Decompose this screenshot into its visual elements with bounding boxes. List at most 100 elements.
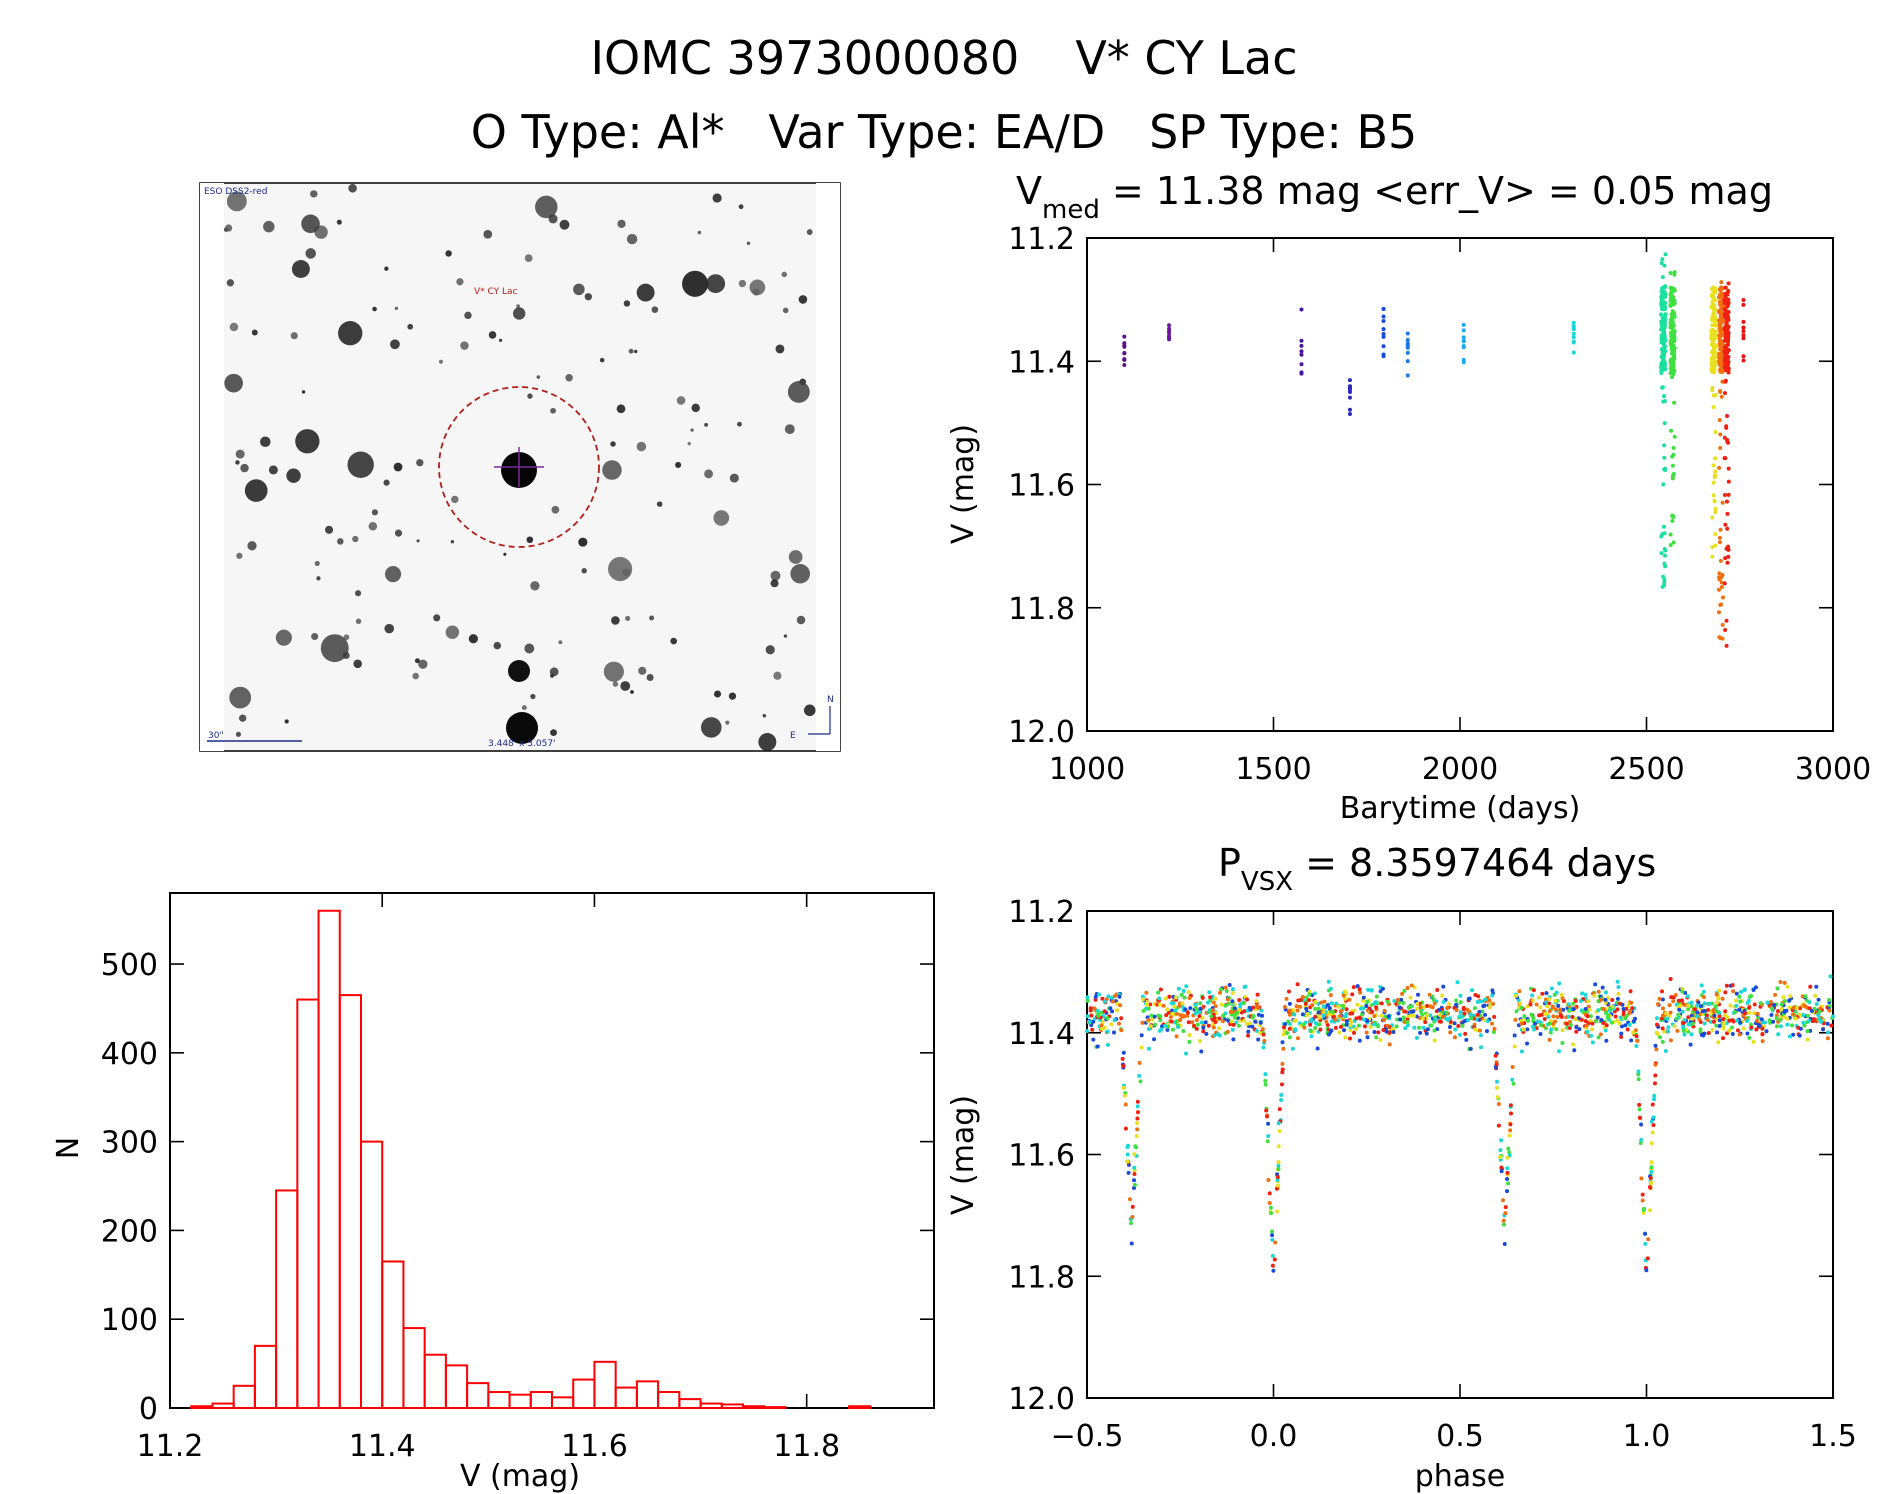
hist-y-tick-label: 100	[101, 1303, 158, 1338]
lc-point	[1711, 463, 1716, 468]
lc-point	[1726, 289, 1731, 294]
finder-star	[646, 674, 654, 682]
ph-point	[1261, 1032, 1266, 1037]
ph-point	[1102, 1009, 1107, 1014]
ph-point	[1361, 1017, 1366, 1022]
ph-point	[1409, 1009, 1414, 1014]
ph-point	[1264, 1108, 1269, 1113]
ph-point	[1421, 1005, 1426, 1010]
ph-point	[1601, 1020, 1606, 1025]
ph-point	[1677, 1007, 1682, 1012]
finder-star	[247, 541, 257, 551]
ph-point	[1414, 1006, 1419, 1011]
finder-star	[798, 295, 808, 304]
ph-point	[1440, 993, 1445, 998]
ph-point	[1648, 1208, 1653, 1213]
ph-point	[1558, 1013, 1563, 1018]
ph-point	[1105, 1016, 1110, 1021]
ph-point	[1364, 1030, 1369, 1035]
ph-point	[1730, 983, 1735, 988]
ph-point	[1210, 1008, 1215, 1013]
ph-point	[1473, 993, 1478, 998]
ph-point	[1403, 1009, 1408, 1014]
ph-point	[1423, 1020, 1428, 1025]
ph-point	[1586, 1004, 1591, 1009]
finder-star	[783, 634, 788, 638]
finder-star	[460, 341, 469, 350]
lc-point	[1167, 323, 1172, 328]
lc-point	[1671, 515, 1676, 520]
ph-point	[1441, 999, 1446, 1004]
ph-point	[1226, 1001, 1231, 1006]
lc-point	[1672, 434, 1677, 439]
ph-point	[1127, 1197, 1132, 1202]
ph-point	[1724, 983, 1729, 988]
ph-point	[1771, 1019, 1776, 1024]
ph-point	[1554, 1027, 1559, 1032]
ph-point	[1664, 1011, 1669, 1016]
ph-point	[1500, 1198, 1505, 1203]
ph-point	[1334, 1001, 1339, 1006]
lc-point	[1405, 359, 1410, 364]
ph-point	[1125, 1152, 1130, 1157]
ph-point	[1616, 984, 1621, 989]
ph-point	[1625, 1027, 1630, 1032]
ph-point	[1156, 990, 1161, 995]
lc-point	[1661, 399, 1666, 404]
finder-star	[530, 581, 540, 591]
ph-point	[1805, 1037, 1810, 1042]
ph-point	[1286, 989, 1291, 994]
ph-point	[1348, 1023, 1353, 1028]
ph-point	[1631, 1030, 1636, 1035]
hist-bar	[423, 1353, 447, 1409]
lc-point	[1710, 300, 1715, 305]
finder-star	[728, 692, 737, 700]
lc-point	[1724, 356, 1729, 361]
ph-point	[1287, 1035, 1292, 1040]
ph-point	[1547, 997, 1552, 1002]
lc-point	[1405, 373, 1410, 378]
ph-point	[1785, 984, 1790, 989]
ph-point	[1827, 997, 1832, 1002]
lc-point	[1461, 357, 1466, 362]
ph-point	[1539, 1012, 1544, 1017]
ph-point	[1091, 1037, 1096, 1042]
ph-point	[1279, 1082, 1284, 1087]
ph-point	[1205, 1000, 1210, 1005]
ph-point	[1490, 988, 1495, 993]
ph-point	[1114, 1008, 1119, 1013]
ph-point	[1745, 1031, 1750, 1036]
lc-point	[1122, 362, 1127, 367]
ph-point	[1180, 1004, 1185, 1009]
ph-point	[1285, 1030, 1290, 1035]
ph-point	[1668, 976, 1673, 981]
finder-star	[229, 322, 239, 332]
ph-point	[1603, 990, 1608, 995]
ph-point	[1550, 1005, 1555, 1010]
ph-point	[1531, 988, 1536, 993]
ph-point	[1680, 989, 1685, 994]
ph-point	[1530, 1024, 1535, 1029]
ph-point	[1409, 983, 1414, 988]
ph-point	[1716, 1040, 1721, 1045]
ph-point	[1825, 1036, 1830, 1041]
ph-point	[1723, 1013, 1728, 1018]
ph-point	[1167, 994, 1172, 999]
ph-point	[1250, 1024, 1255, 1029]
ph-point	[1401, 1015, 1406, 1020]
lc-point	[1719, 280, 1724, 285]
ph-point	[1498, 1155, 1503, 1160]
ph-point	[1531, 1015, 1536, 1020]
ph-point	[1321, 1004, 1326, 1009]
finder-star	[384, 566, 402, 583]
finder-star	[775, 344, 785, 354]
finder-star	[549, 667, 559, 677]
finder-star	[445, 625, 460, 639]
ph-point	[1226, 1018, 1231, 1023]
lc-point	[1662, 455, 1667, 460]
ph-point	[1227, 982, 1232, 987]
ph-point	[1105, 1029, 1110, 1034]
hist-bar	[763, 1406, 787, 1409]
finder-star	[706, 274, 726, 294]
ph-point	[1165, 1027, 1170, 1032]
